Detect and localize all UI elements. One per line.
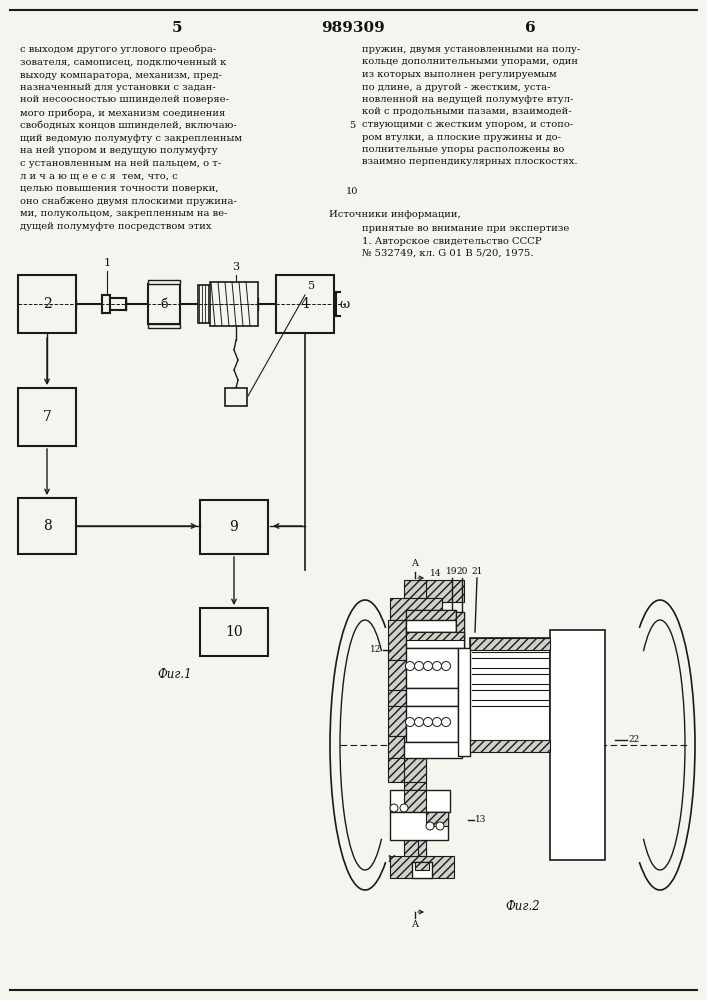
Bar (406, 620, 456, 632)
Bar (470, 638, 550, 650)
Text: 1: 1 (103, 258, 110, 268)
Text: 8: 8 (42, 519, 52, 533)
Text: ω: ω (340, 298, 350, 310)
Text: 989309: 989309 (321, 21, 385, 35)
Bar (198, 285, 212, 323)
Text: 12: 12 (370, 646, 381, 654)
Bar (210, 282, 258, 326)
Bar (148, 324, 180, 328)
Bar (550, 630, 605, 860)
Text: 9: 9 (230, 520, 238, 534)
Text: 22: 22 (628, 736, 639, 744)
Circle shape (400, 804, 408, 812)
Circle shape (406, 718, 414, 726)
Bar (18, 388, 76, 446)
Bar (200, 500, 268, 554)
Bar (406, 706, 458, 742)
Text: 21: 21 (472, 567, 483, 576)
Bar (415, 862, 429, 870)
Circle shape (414, 718, 423, 726)
Bar (110, 298, 126, 310)
Text: A: A (411, 920, 419, 929)
Circle shape (426, 822, 434, 830)
Text: 10: 10 (226, 625, 243, 639)
Bar (456, 612, 464, 662)
Circle shape (423, 662, 433, 670)
Text: 20: 20 (456, 567, 468, 576)
Bar (390, 598, 442, 620)
Circle shape (441, 662, 450, 670)
Text: 5: 5 (349, 120, 355, 129)
Bar (404, 790, 426, 812)
Bar (404, 602, 426, 857)
Bar (406, 610, 456, 632)
Text: A: A (411, 559, 419, 568)
Bar (388, 736, 406, 758)
Bar (200, 608, 268, 656)
Text: 11: 11 (387, 856, 398, 864)
Circle shape (414, 662, 423, 670)
Bar (404, 736, 426, 758)
Text: пружин, двумя установленными на полу-
кольце дополнительными упорами, один
из ко: пружин, двумя установленными на полу- ко… (362, 45, 580, 166)
Circle shape (390, 804, 398, 812)
Text: 7: 7 (42, 410, 52, 424)
Circle shape (433, 662, 441, 670)
Text: 5: 5 (308, 281, 315, 291)
Bar (406, 688, 458, 706)
Bar (404, 758, 426, 782)
Bar (390, 790, 450, 812)
Text: 6: 6 (525, 21, 535, 35)
Bar (404, 812, 426, 840)
Bar (418, 840, 426, 868)
Bar (388, 690, 406, 706)
Circle shape (433, 718, 441, 726)
Bar (404, 742, 462, 758)
Bar (18, 498, 76, 554)
Bar (225, 388, 247, 406)
Bar (458, 648, 470, 756)
Text: 3: 3 (233, 262, 240, 272)
Text: 13: 13 (475, 816, 486, 824)
Text: 19: 19 (446, 567, 457, 576)
Bar (18, 275, 76, 333)
Bar (470, 740, 550, 752)
Text: 5: 5 (172, 21, 182, 35)
Text: Фиг.2: Фиг.2 (505, 900, 539, 913)
Bar (412, 862, 432, 878)
Bar (102, 295, 110, 313)
Bar (148, 284, 180, 324)
Text: с выходом другого углового преобра-
зователя, самописец, подключенный к
выходу к: с выходом другого углового преобра- зова… (20, 45, 242, 231)
Bar (406, 610, 456, 620)
Bar (388, 706, 406, 736)
Bar (148, 280, 180, 284)
Bar (388, 660, 406, 690)
Text: 2: 2 (42, 297, 52, 311)
Bar (406, 632, 464, 640)
Bar (390, 856, 454, 878)
Circle shape (423, 718, 433, 726)
Circle shape (406, 662, 414, 670)
Bar (276, 275, 334, 333)
Bar (388, 620, 406, 660)
Text: Фиг.1: Фиг.1 (158, 668, 192, 681)
Text: 10: 10 (346, 188, 358, 196)
Circle shape (441, 718, 450, 726)
Text: Источники информации,: Источники информации, (329, 210, 461, 219)
Bar (456, 612, 464, 634)
Text: 4: 4 (300, 297, 310, 311)
Circle shape (436, 822, 444, 830)
Bar (426, 812, 448, 826)
Text: принятые во внимание при экспертизе
1. Авторское свидетельство СССР
№ 532749, кл: принятые во внимание при экспертизе 1. А… (362, 224, 569, 258)
Text: 14: 14 (430, 569, 441, 578)
Text: б: б (160, 298, 168, 310)
Bar (406, 648, 458, 688)
Bar (406, 632, 464, 648)
Bar (388, 758, 406, 782)
Bar (470, 638, 550, 752)
Bar (390, 812, 448, 840)
Bar (404, 580, 464, 602)
